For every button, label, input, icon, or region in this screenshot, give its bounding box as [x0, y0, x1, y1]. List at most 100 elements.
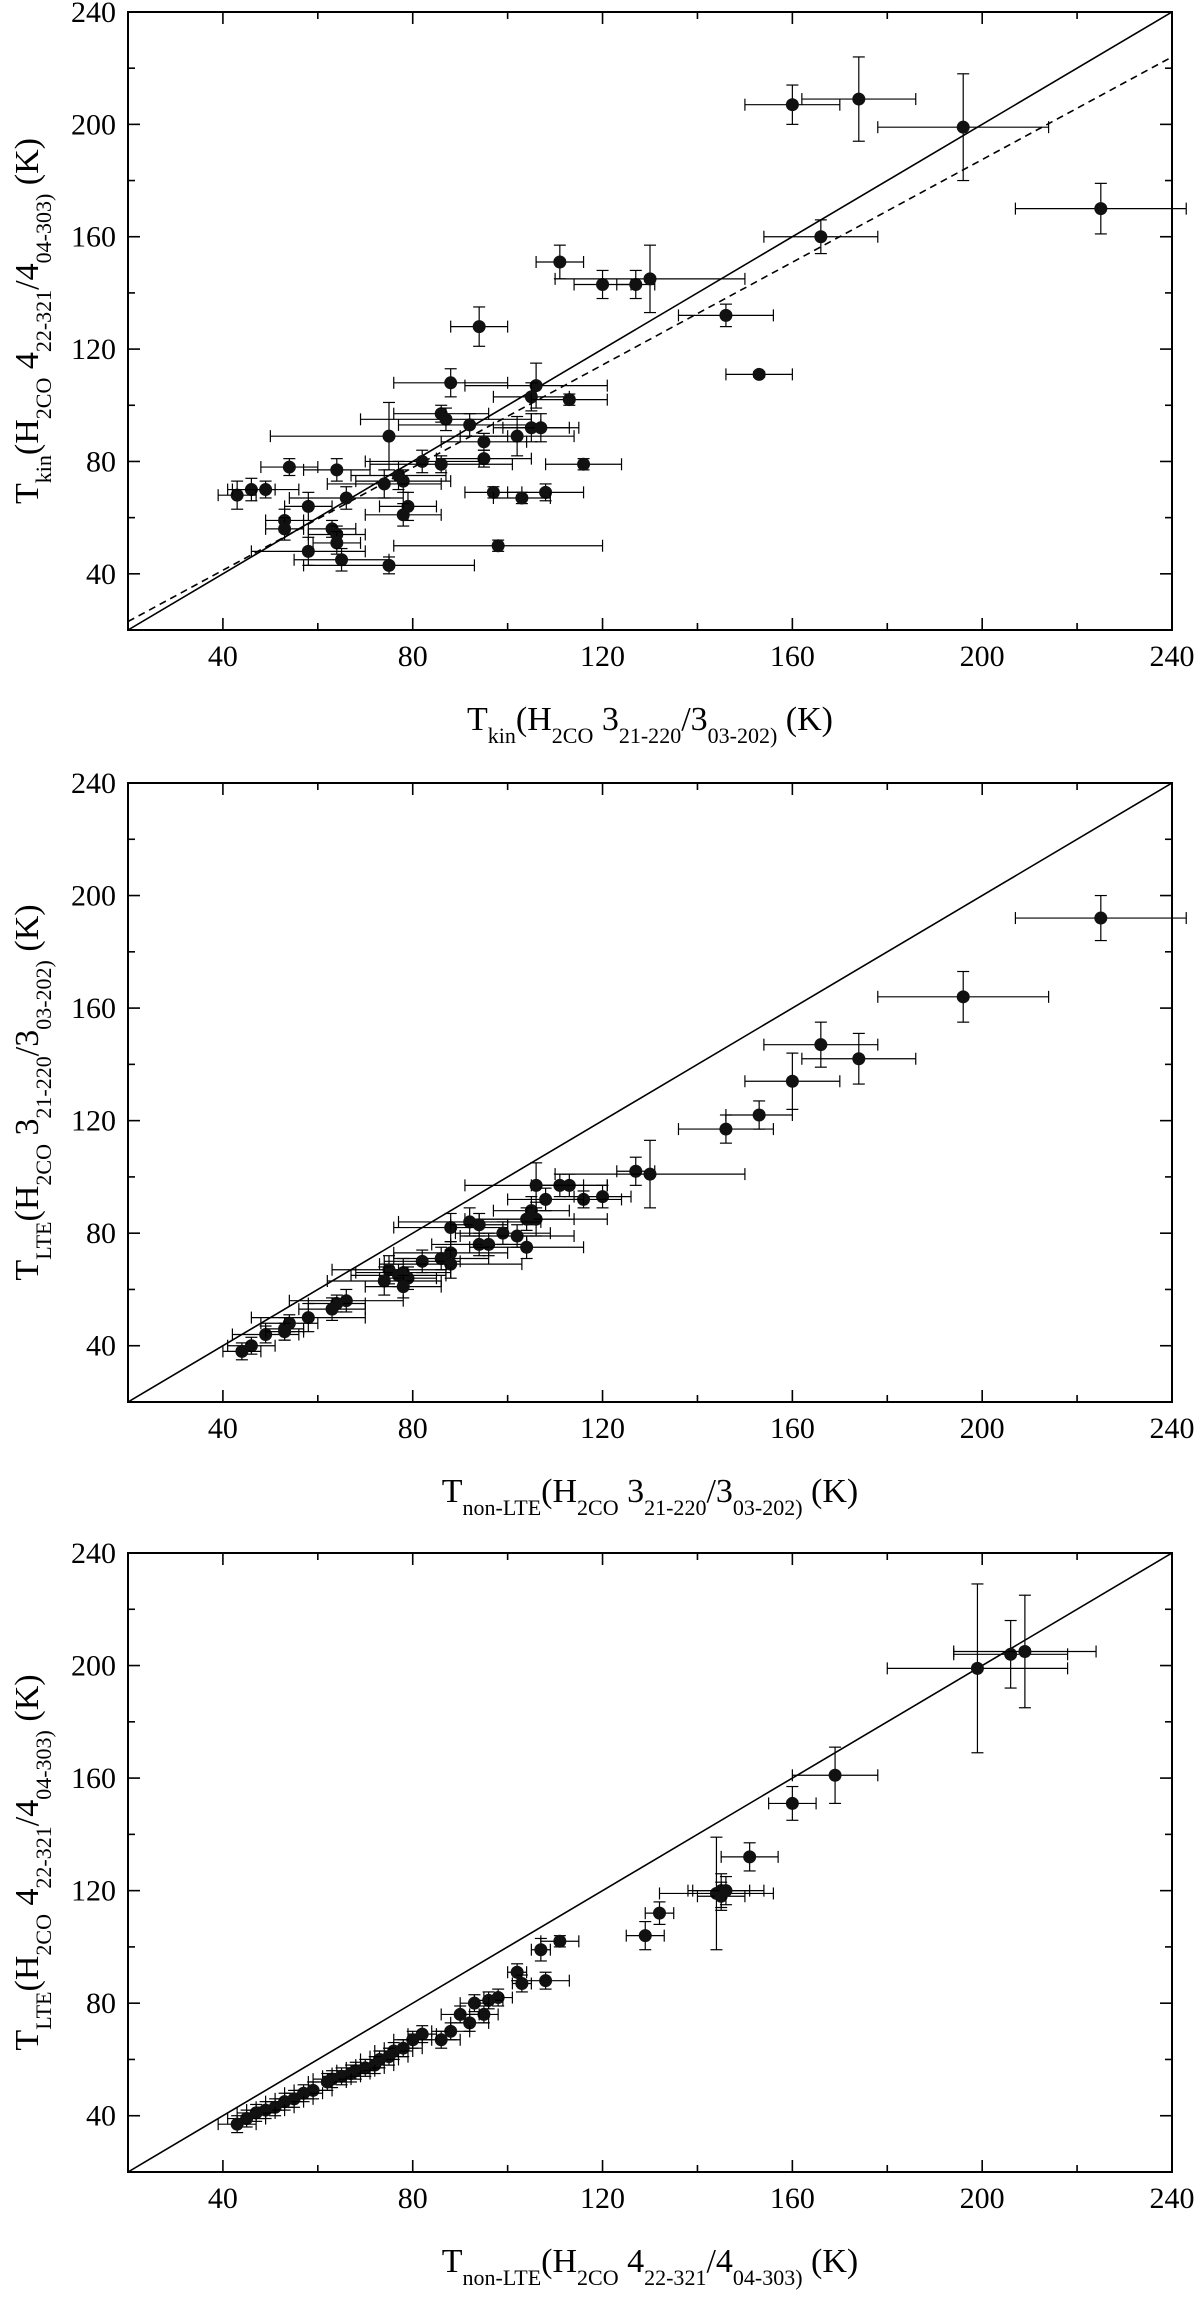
data-point [540, 1934, 580, 1948]
data-marker [472, 320, 486, 334]
data-marker [814, 230, 828, 244]
data-point [554, 1139, 746, 1209]
data-point [227, 1336, 276, 1355]
data-marker [539, 1192, 553, 1206]
data-marker [434, 457, 448, 471]
data-marker [472, 1218, 486, 1232]
data-marker [785, 1796, 799, 1810]
y-tick-label: 240 [71, 0, 116, 29]
data-marker [496, 1226, 510, 1240]
data-point [511, 1974, 532, 1993]
y-tick-label: 40 [86, 1330, 116, 1363]
data-point [492, 491, 551, 505]
data-point [530, 1937, 551, 1962]
y-tick-label: 240 [71, 767, 116, 800]
y-tick-label: 80 [86, 1217, 116, 1250]
data-marker [956, 120, 970, 134]
plot-frame [127, 782, 1173, 1403]
data-marker [240, 2112, 254, 2126]
data-marker [415, 2027, 429, 2041]
data-marker [577, 457, 591, 471]
data-marker [539, 1974, 553, 1988]
data-marker [244, 1339, 258, 1353]
data-point [326, 1266, 442, 1296]
data-marker [510, 429, 524, 443]
data-point [791, 1746, 879, 1805]
data-marker [415, 1254, 429, 1268]
data-point [265, 1322, 305, 1341]
data-marker [320, 2075, 334, 2089]
data-point [720, 1842, 779, 1872]
data-marker [230, 2117, 244, 2131]
data-marker [477, 452, 491, 466]
data-marker [297, 2086, 311, 2100]
x-axis-title: Tnon-LTE(H2CO 321-220/303-202) (K) [442, 1473, 859, 1520]
data-marker [339, 491, 353, 505]
data-marker [562, 393, 576, 407]
data-marker [785, 98, 799, 112]
y-tick-label: 80 [86, 445, 116, 478]
data-marker [278, 1325, 292, 1339]
data-point [250, 1302, 366, 1333]
data-marker [752, 1108, 766, 1122]
data-point [393, 539, 604, 553]
data-marker [335, 553, 349, 567]
data-point [364, 502, 442, 527]
scatter-panel-3: 40 80 120 160 200 240 40 80 120 160 200 240 Tnon-LTE… [9, 1537, 1195, 2290]
data-point [450, 2013, 490, 2032]
x-tick-label: 80 [398, 640, 428, 673]
data-marker [396, 1280, 410, 1294]
x-tick-label: 240 [1150, 640, 1195, 673]
data-marker [553, 255, 567, 269]
data-point [464, 1162, 608, 1209]
y-tick-label: 40 [86, 2100, 116, 2133]
data-point [953, 1594, 1097, 1709]
y-tick-label: 120 [71, 333, 116, 366]
data-point [877, 73, 1050, 182]
data-point [644, 1901, 675, 1926]
data-marker [515, 491, 529, 505]
data-marker [278, 522, 292, 536]
data-marker [330, 536, 344, 550]
data-marker [439, 412, 453, 426]
one-to-one-line [128, 1553, 1172, 2172]
data-marker [230, 488, 244, 502]
y-tick-label: 200 [71, 880, 116, 913]
data-marker [477, 2007, 491, 2021]
data-point [801, 1032, 917, 1085]
data-marker [970, 1661, 984, 1675]
data-point [535, 244, 585, 280]
data-marker [852, 1052, 866, 1066]
data-marker [534, 1943, 548, 1957]
data-marker [1018, 1644, 1032, 1658]
data-marker [652, 1906, 666, 1920]
data-point [877, 970, 1050, 1023]
data-marker [852, 92, 866, 106]
one-to-one-line [128, 783, 1172, 1402]
x-tick-label: 120 [580, 1412, 625, 1445]
plot-frame [127, 1552, 1173, 2173]
y-tick-label: 200 [71, 1650, 116, 1683]
y-tick-label: 160 [71, 1762, 116, 1795]
data-point [364, 449, 480, 474]
data-marker [1004, 1647, 1018, 1661]
data-marker [406, 2033, 420, 2047]
y-tick-label: 40 [86, 558, 116, 591]
data-marker [629, 277, 643, 291]
data-point [544, 457, 623, 471]
data-marker [415, 454, 429, 468]
y-tick-label: 240 [71, 1537, 116, 1570]
y-axis-title: Tkin(H2CO 422-321/404-303) (K) [9, 138, 56, 504]
scatter-panel-1: 40 80 120 160 200 240 40 80 120 160 200 240 Tkin(H2C… [9, 0, 1195, 748]
x-tick-label: 160 [770, 2182, 815, 2215]
x-axis-title: Tnon-LTE(H2CO 422-321/404-303) (K) [442, 2243, 859, 2290]
y-tick-label: 120 [71, 1875, 116, 1908]
data-marker [529, 1178, 543, 1192]
x-tick-label: 40 [208, 2182, 238, 2215]
x-tick-label: 240 [1150, 2182, 1195, 2215]
data-marker [553, 1934, 567, 1948]
x-tick-label: 200 [960, 1412, 1005, 1445]
data-marker [444, 376, 458, 390]
data-marker [1094, 911, 1108, 925]
data-point [450, 1212, 509, 1237]
